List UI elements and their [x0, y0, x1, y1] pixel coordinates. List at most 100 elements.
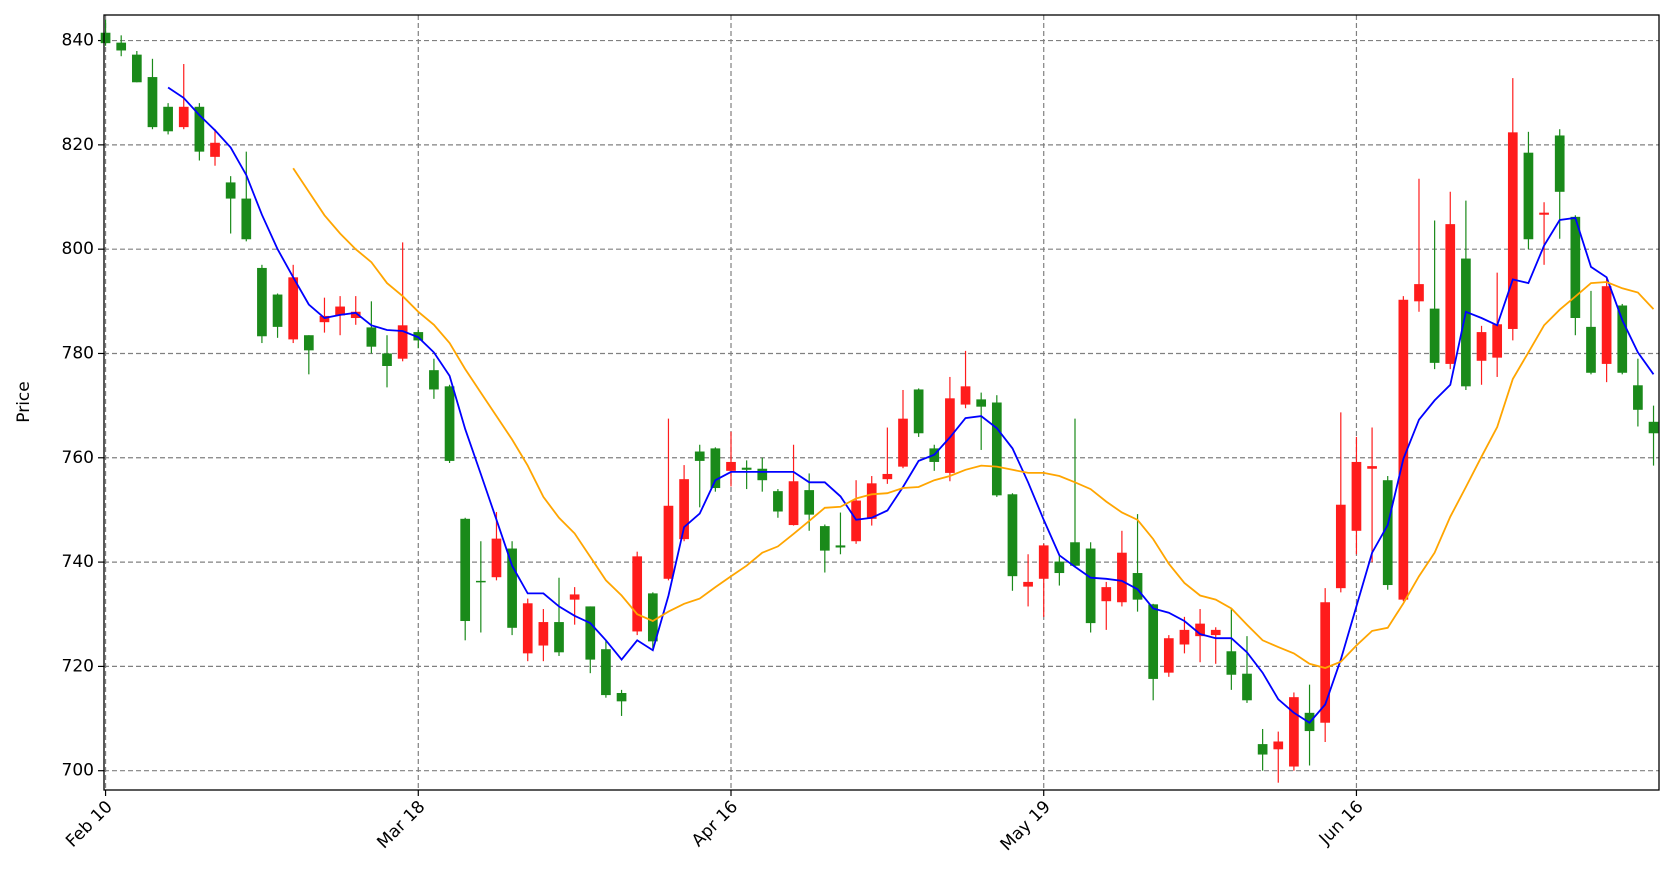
candle-body — [366, 327, 377, 347]
candle-body — [1554, 135, 1565, 192]
candle-body — [585, 606, 596, 660]
candle-body — [945, 398, 955, 473]
candle-body — [335, 306, 345, 316]
candle-body — [1335, 504, 1346, 589]
candle-body — [757, 468, 768, 481]
y-tick-label: 700 — [62, 761, 94, 781]
candle-body — [1601, 286, 1612, 364]
candle-body — [1429, 308, 1440, 363]
candle-body — [773, 491, 783, 512]
candle-body — [1539, 212, 1549, 215]
candle-body — [647, 593, 658, 642]
candle-body — [1398, 299, 1409, 600]
candle-body — [898, 418, 908, 467]
candle-body — [1476, 332, 1487, 361]
candle-body — [1085, 548, 1096, 624]
candle-body — [663, 505, 674, 579]
candle-body — [397, 325, 408, 359]
candle-body — [319, 315, 330, 323]
candle-body — [1633, 385, 1643, 410]
candle-body — [1351, 461, 1362, 531]
candle-body — [960, 386, 971, 405]
candle-body — [1507, 132, 1518, 329]
candle-body — [601, 649, 611, 696]
candle-body — [1445, 224, 1456, 364]
candle-body — [444, 386, 455, 461]
y-tick-label: 840 — [62, 31, 94, 51]
candle-body — [1648, 421, 1659, 434]
candle-body — [882, 473, 893, 480]
candle-body — [710, 448, 721, 489]
candle-body — [1414, 284, 1424, 302]
candle-body — [413, 332, 424, 341]
candle-body — [569, 594, 580, 600]
candle-body — [147, 77, 158, 128]
candle-body — [225, 182, 236, 199]
candle-body — [694, 451, 705, 461]
candle-body — [1210, 629, 1221, 636]
candle-body — [866, 483, 877, 519]
candle-body — [350, 311, 361, 319]
candle-body — [522, 603, 533, 654]
candle-body — [1007, 494, 1018, 577]
candle-body — [1273, 741, 1284, 750]
candle-body — [616, 692, 627, 702]
candle-body — [1586, 326, 1596, 373]
candle-body — [272, 294, 283, 327]
candle-body — [1101, 587, 1112, 602]
candle-body — [1367, 466, 1377, 469]
y-tick-label: 760 — [62, 448, 94, 468]
candle-body — [1163, 638, 1174, 673]
candle-body — [976, 399, 987, 407]
candle-body — [1320, 602, 1331, 723]
candle-body — [429, 370, 439, 390]
candle-body — [1570, 216, 1581, 319]
y-axis-label: Price — [14, 381, 34, 422]
candle-body — [788, 481, 799, 526]
candle-body — [1132, 573, 1143, 600]
candle-body — [819, 526, 830, 551]
candle-body — [851, 500, 861, 542]
candle-body — [1523, 152, 1534, 240]
y-tick-label: 720 — [62, 656, 94, 676]
candle-body — [835, 545, 846, 548]
candle-body — [991, 402, 1002, 496]
candle-body — [1038, 545, 1049, 579]
candle-body — [1148, 604, 1159, 679]
line-series — [167, 86, 1655, 724]
candle-body — [382, 353, 392, 366]
candle-body — [1195, 623, 1205, 637]
candle-body — [1242, 673, 1252, 701]
candle-body — [1117, 552, 1127, 603]
candle-body — [210, 142, 220, 157]
candle-body — [178, 106, 189, 128]
candle-body — [632, 556, 643, 632]
candle-body — [491, 538, 502, 578]
candle-body — [726, 461, 736, 471]
candle-body — [116, 42, 127, 51]
candle-body — [1289, 697, 1299, 767]
candle-body — [1054, 561, 1065, 574]
candle-body — [1226, 651, 1237, 675]
y-tick-label: 780 — [62, 343, 94, 363]
candle-body — [804, 490, 815, 515]
candle-body — [741, 467, 752, 470]
y-tick-label: 800 — [62, 239, 94, 259]
candle-body — [1179, 629, 1190, 645]
candle-body — [1257, 744, 1268, 755]
candle-body — [913, 389, 924, 434]
y-tick-label: 740 — [62, 552, 94, 572]
candle-body — [1023, 581, 1033, 587]
candle-body — [507, 548, 517, 628]
candle-body — [1070, 542, 1080, 566]
candle-body — [131, 54, 142, 83]
candle-body — [554, 622, 564, 653]
candle-body — [1382, 480, 1393, 586]
candle-body — [538, 622, 549, 646]
candle-body — [460, 518, 471, 622]
candle-body — [1617, 305, 1628, 373]
candle-body — [303, 335, 314, 351]
candle-body — [1492, 324, 1503, 358]
